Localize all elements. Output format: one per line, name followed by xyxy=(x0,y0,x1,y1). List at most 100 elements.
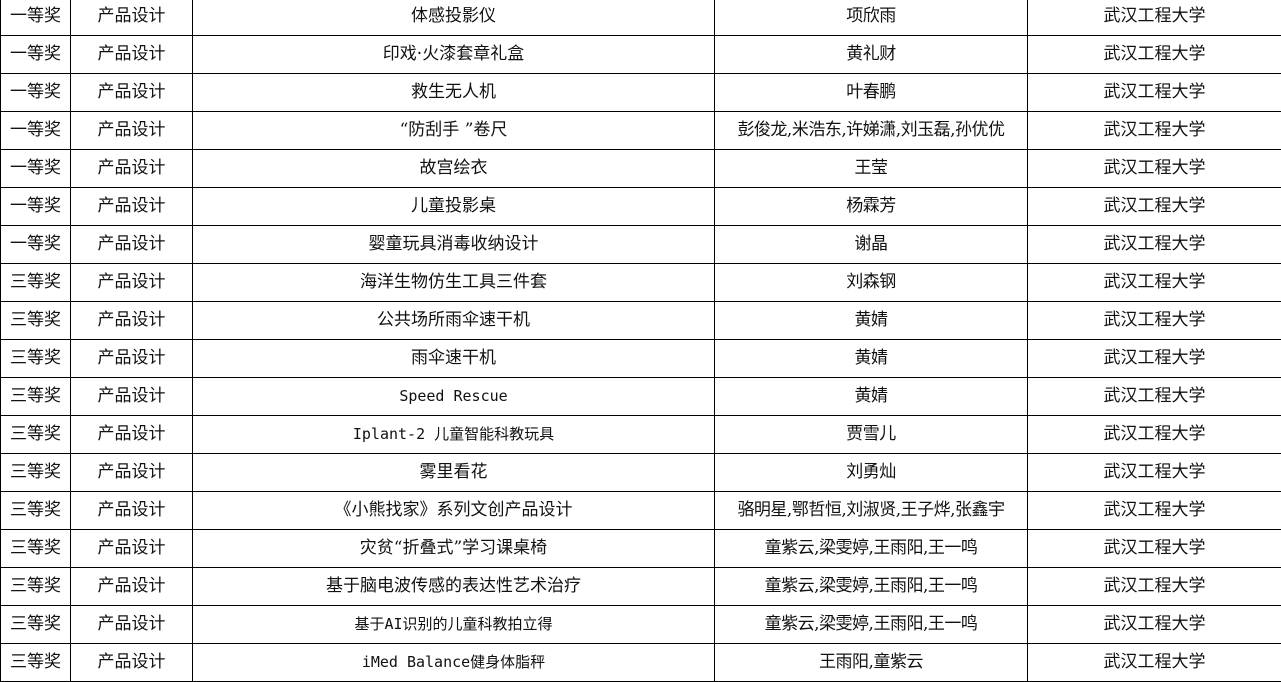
members-cell[interactable]: 童紫云,梁雯婷,王雨阳,王一鸣 xyxy=(715,568,1028,605)
award-level-cell[interactable]: 三等奖 xyxy=(0,530,71,567)
project-name-cell[interactable]: 基于脑电波传感的表达性艺术治疗 xyxy=(193,568,715,605)
award-level-cell[interactable]: 三等奖 xyxy=(0,454,71,491)
members-cell[interactable]: 童紫云,梁雯婷,王雨阳,王一鸣 xyxy=(715,530,1028,567)
table-row: 三等奖 产品设计 公共场所雨伞速干机 黄婧 武汉工程大学 xyxy=(0,302,1281,340)
award-level-cell[interactable]: 一等奖 xyxy=(0,36,71,73)
school-cell[interactable]: 武汉工程大学 xyxy=(1103,386,1206,406)
school-cell[interactable]: 武汉工程大学 xyxy=(1103,614,1206,634)
project-name-cell[interactable]: “防刮手 ”卷尺 xyxy=(193,112,715,149)
members-cell[interactable]: 项欣雨 xyxy=(715,0,1028,35)
project-name-cell[interactable]: 海洋生物仿生工具三件套 xyxy=(193,264,715,301)
school-cell[interactable]: 武汉工程大学 xyxy=(1103,44,1206,64)
table-row: 三等奖 产品设计 Iplant-2 儿童智能科教玩具 贾雪儿 武汉工程大学 xyxy=(0,416,1281,454)
school-cell[interactable]: 武汉工程大学 xyxy=(1103,424,1206,444)
table-row: 一等奖 产品设计 体感投影仪 项欣雨 武汉工程大学 xyxy=(0,0,1281,36)
project-name-cell[interactable]: 故宫绘衣 xyxy=(193,150,715,187)
category-cell[interactable]: 产品设计 xyxy=(71,606,193,643)
award-level-cell[interactable]: 三等奖 xyxy=(0,378,71,415)
school-cell[interactable]: 武汉工程大学 xyxy=(1103,120,1206,140)
project-name-cell[interactable]: 《小熊找家》系列文创产品设计 xyxy=(193,492,715,529)
members-cell[interactable]: 童紫云,梁雯婷,王雨阳,王一鸣 xyxy=(715,606,1028,643)
table-row: 三等奖 产品设计 iMed Balance健身体脂秤 王雨阳,童紫云 武汉工程大学 xyxy=(0,644,1281,682)
category-cell[interactable]: 产品设计 xyxy=(71,264,193,301)
school-cell[interactable]: 武汉工程大学 xyxy=(1103,538,1206,558)
school-cell[interactable]: 武汉工程大学 xyxy=(1103,196,1206,216)
award-level-cell[interactable]: 一等奖 xyxy=(0,0,71,35)
project-name-cell[interactable]: 基于AI识别的儿童科教拍立得 xyxy=(193,606,715,643)
members-cell[interactable]: 贾雪儿 xyxy=(715,416,1028,453)
table-row: 三等奖 产品设计 海洋生物仿生工具三件套 刘森钢 武汉工程大学 xyxy=(0,264,1281,302)
project-name-cell[interactable]: iMed Balance健身体脂秤 xyxy=(193,644,715,681)
members-cell[interactable]: 骆明星,鄂哲恒,刘淑贤,王子烨,张鑫宇 xyxy=(715,492,1028,529)
category-cell[interactable]: 产品设计 xyxy=(71,378,193,415)
members-cell[interactable]: 黄礼财 xyxy=(715,36,1028,73)
project-name-cell[interactable]: 体感投影仪 xyxy=(193,0,715,35)
category-cell[interactable]: 产品设计 xyxy=(71,416,193,453)
school-cell[interactable]: 武汉工程大学 xyxy=(1103,348,1206,368)
members-cell[interactable]: 谢晶 xyxy=(715,226,1028,263)
category-cell[interactable]: 产品设计 xyxy=(71,302,193,339)
members-cell[interactable]: 杨霖芳 xyxy=(715,188,1028,225)
members-cell[interactable]: 刘勇灿 xyxy=(715,454,1028,491)
category-cell[interactable]: 产品设计 xyxy=(71,36,193,73)
category-cell[interactable]: 产品设计 xyxy=(71,74,193,111)
project-name-cell[interactable]: 灾贫“折叠式”学习课桌椅 xyxy=(193,530,715,567)
members-cell[interactable]: 黄婧 xyxy=(715,302,1028,339)
category-cell[interactable]: 产品设计 xyxy=(71,568,193,605)
award-level-cell[interactable]: 三等奖 xyxy=(0,492,71,529)
project-name-cell[interactable]: 雨伞速干机 xyxy=(193,340,715,377)
project-name-cell[interactable]: 雾里看花 xyxy=(193,454,715,491)
award-level-cell[interactable]: 一等奖 xyxy=(0,74,71,111)
category-cell[interactable]: 产品设计 xyxy=(71,226,193,263)
members-cell[interactable]: 黄婧 xyxy=(715,340,1028,377)
category-cell[interactable]: 产品设计 xyxy=(71,492,193,529)
project-name-cell[interactable]: 印戏·火漆套章礼盒 xyxy=(193,36,715,73)
members-cell[interactable]: 王莹 xyxy=(715,150,1028,187)
category-cell[interactable]: 产品设计 xyxy=(71,188,193,225)
members-cell[interactable]: 黄婧 xyxy=(715,378,1028,415)
school-cell[interactable]: 武汉工程大学 xyxy=(1103,500,1206,520)
school-cell[interactable]: 武汉工程大学 xyxy=(1103,310,1206,330)
school-cell[interactable]: 武汉工程大学 xyxy=(1103,82,1206,102)
members-cell[interactable]: 彭俊龙,米浩东,许娣潇,刘玉磊,孙优优 xyxy=(715,112,1028,149)
table-row: 三等奖 产品设计 基于AI识别的儿童科教拍立得 童紫云,梁雯婷,王雨阳,王一鸣 武汉工程… xyxy=(0,606,1281,644)
table-row: 一等奖 产品设计 “防刮手 ”卷尺 彭俊龙,米浩东,许娣潇,刘玉磊,孙优优 武汉工程大学 xyxy=(0,112,1281,150)
school-cell[interactable]: 武汉工程大学 xyxy=(1103,272,1206,292)
table-row: 一等奖 产品设计 救生无人机 叶春鹏 武汉工程大学 xyxy=(0,74,1281,112)
category-cell[interactable]: 产品设计 xyxy=(71,454,193,491)
project-name-cell[interactable]: 救生无人机 xyxy=(193,74,715,111)
award-level-cell[interactable]: 一等奖 xyxy=(0,226,71,263)
category-cell[interactable]: 产品设计 xyxy=(71,644,193,681)
project-name-cell[interactable]: 婴童玩具消毒收纳设计 xyxy=(193,226,715,263)
school-cell[interactable]: 武汉工程大学 xyxy=(1103,576,1206,596)
category-cell[interactable]: 产品设计 xyxy=(71,530,193,567)
school-cell[interactable]: 武汉工程大学 xyxy=(1103,234,1206,254)
school-cell[interactable]: 武汉工程大学 xyxy=(1103,462,1206,482)
school-cell[interactable]: 武汉工程大学 xyxy=(1103,158,1206,178)
members-cell[interactable]: 王雨阳,童紫云 xyxy=(715,644,1028,681)
award-level-cell[interactable]: 三等奖 xyxy=(0,568,71,605)
school-cell[interactable]: 武汉工程大学 xyxy=(1103,652,1206,672)
project-name-cell[interactable]: Speed Rescue xyxy=(193,378,715,415)
table-row: 三等奖 产品设计 雾里看花 刘勇灿 武汉工程大学 xyxy=(0,454,1281,492)
award-level-cell[interactable]: 三等奖 xyxy=(0,340,71,377)
members-cell[interactable]: 刘森钢 xyxy=(715,264,1028,301)
project-name-cell[interactable]: 儿童投影桌 xyxy=(193,188,715,225)
award-level-cell[interactable]: 三等奖 xyxy=(0,264,71,301)
award-level-cell[interactable]: 三等奖 xyxy=(0,302,71,339)
project-name-cell[interactable]: Iplant-2 儿童智能科教玩具 xyxy=(193,416,715,453)
school-cell[interactable]: 武汉工程大学 xyxy=(1103,6,1206,26)
award-level-cell[interactable]: 三等奖 xyxy=(0,644,71,681)
award-level-cell[interactable]: 三等奖 xyxy=(0,606,71,643)
award-level-cell[interactable]: 一等奖 xyxy=(0,188,71,225)
category-cell[interactable]: 产品设计 xyxy=(71,340,193,377)
category-cell[interactable]: 产品设计 xyxy=(71,112,193,149)
category-cell[interactable]: 产品设计 xyxy=(71,150,193,187)
table-row: 三等奖 产品设计 灾贫“折叠式”学习课桌椅 童紫云,梁雯婷,王雨阳,王一鸣 武汉工程大学 xyxy=(0,530,1281,568)
award-level-cell[interactable]: 三等奖 xyxy=(0,416,71,453)
category-cell[interactable]: 产品设计 xyxy=(71,0,193,35)
award-level-cell[interactable]: 一等奖 xyxy=(0,150,71,187)
members-cell[interactable]: 叶春鹏 xyxy=(715,74,1028,111)
award-level-cell[interactable]: 一等奖 xyxy=(0,112,71,149)
project-name-cell[interactable]: 公共场所雨伞速干机 xyxy=(193,302,715,339)
